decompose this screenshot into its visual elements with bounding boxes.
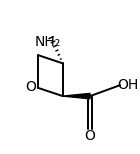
- Text: O: O: [85, 129, 95, 143]
- Text: O: O: [25, 80, 36, 93]
- Text: NH₂: NH₂: [35, 35, 61, 49]
- Text: OH: OH: [117, 78, 138, 92]
- Polygon shape: [63, 93, 90, 99]
